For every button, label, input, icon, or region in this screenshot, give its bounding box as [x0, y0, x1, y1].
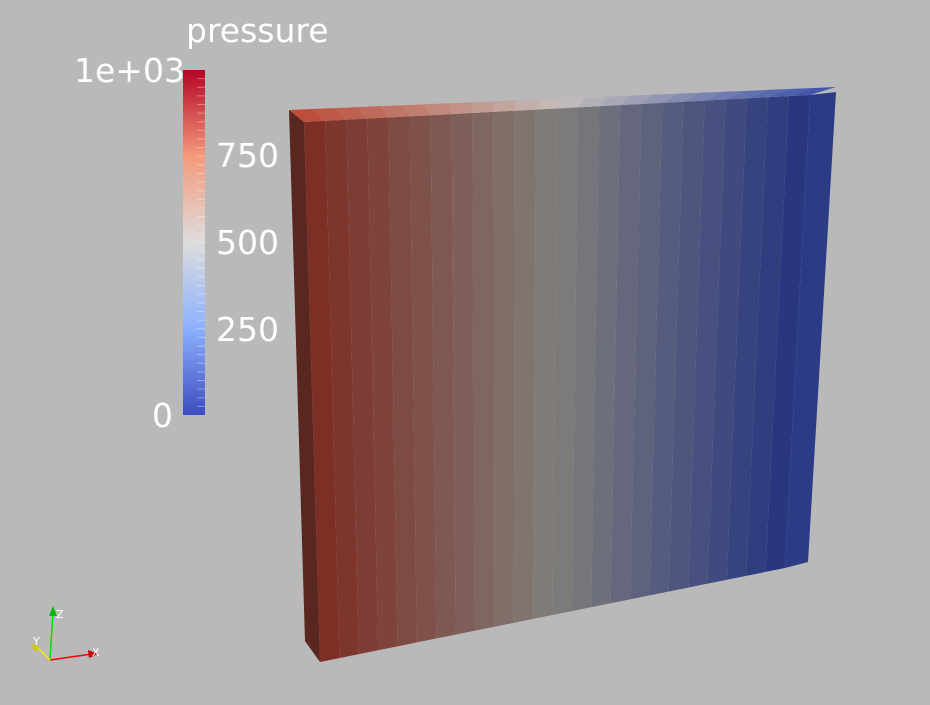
slab-top-band [641, 93, 677, 104]
slab-top-band [557, 97, 586, 109]
colorbar-tick-250: 250 [216, 310, 279, 349]
slab-band [765, 95, 810, 572]
orientation-axes: X Z Y [32, 606, 100, 661]
slab-top-band [535, 98, 563, 110]
slab-band [451, 113, 475, 635]
slab-top-band [704, 90, 745, 101]
z-axis-label: Z [56, 608, 64, 621]
slab-left-side-face [289, 110, 320, 662]
slab-top-band [471, 101, 495, 113]
z-axis-line [49, 611, 54, 661]
slab-band [533, 108, 557, 619]
slab-band [472, 111, 495, 631]
slab-band [409, 115, 437, 643]
colorbar [183, 70, 205, 415]
colorbar-tick-max: 1e+03 [74, 51, 185, 90]
slab-top-band [311, 108, 347, 121]
slab-band [630, 102, 663, 600]
slab-band [746, 96, 789, 576]
slab-top-band [662, 92, 700, 103]
slab-top-band [380, 105, 410, 118]
slab-band [591, 105, 621, 608]
slab-top-band [402, 104, 431, 117]
slab-band [610, 104, 642, 604]
colorbar-title: pressure [186, 11, 329, 50]
slab-top-band [493, 100, 517, 112]
slab-band [430, 114, 456, 639]
x-axis-line [49, 653, 93, 661]
slab-band [388, 116, 417, 647]
colorbar-tick-500: 500 [216, 223, 279, 262]
slab-top-band [788, 87, 836, 97]
slab-top-band [357, 106, 389, 119]
slab-top-band [620, 94, 654, 106]
slab-band [493, 110, 515, 627]
slab-band [367, 117, 398, 651]
slab-top-face [289, 87, 836, 122]
y-axis-label: Y [32, 635, 40, 648]
slab-band [668, 100, 705, 592]
z-axis-arrow [49, 606, 57, 616]
slab-top-band [425, 103, 452, 116]
slab-top-band [448, 102, 473, 115]
x-axis-arrow [88, 650, 98, 658]
slab-band [649, 101, 684, 596]
y-axis-arrow [32, 644, 40, 652]
slab-band [325, 119, 359, 659]
slab-band [513, 109, 536, 623]
slab-front-face [304, 92, 836, 662]
slab-band [304, 120, 340, 662]
slab-top-band [599, 95, 631, 107]
slab-band [571, 106, 600, 612]
slab-top-band [334, 107, 368, 120]
slab-top-band [514, 99, 540, 111]
slab-top-band [683, 91, 723, 102]
x-axis-label: X [92, 646, 100, 659]
slab-band [707, 98, 747, 584]
slab-band [688, 99, 726, 588]
slab-top-band [578, 96, 609, 108]
colorbar-tick-750: 750 [216, 136, 279, 175]
colorbar-tick-min: 0 [152, 396, 173, 435]
slab-band [552, 107, 579, 615]
slab-top-band [746, 88, 791, 99]
slab-right-side-face [785, 92, 836, 568]
slab-top-band [725, 89, 768, 100]
slab-top-band [289, 109, 326, 122]
slab-band [346, 118, 379, 655]
slab-top-band [767, 87, 814, 98]
slab-band [726, 97, 768, 580]
